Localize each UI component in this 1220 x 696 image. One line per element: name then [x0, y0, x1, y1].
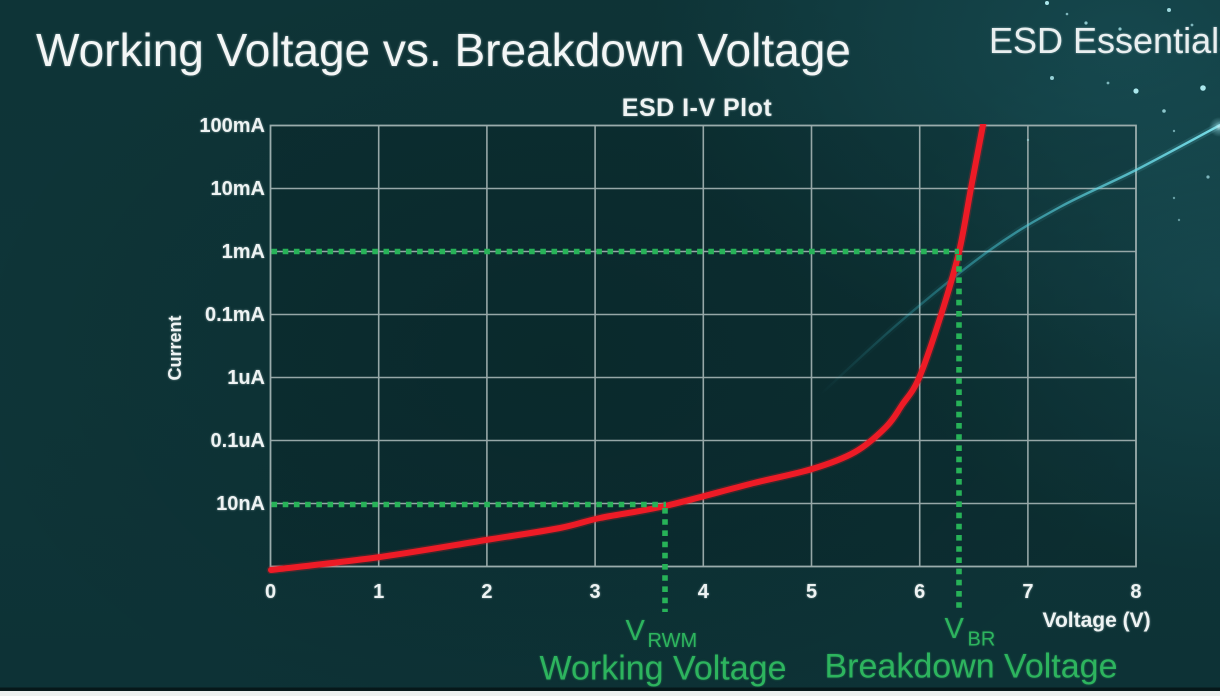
svg-text:100mA: 100mA: [199, 115, 265, 137]
svg-text:V: V: [945, 613, 965, 645]
svg-text:8: 8: [1130, 581, 1141, 603]
svg-text:6: 6: [914, 581, 925, 603]
svg-text:10nA: 10nA: [216, 493, 265, 515]
svg-text:0.1mA: 0.1mA: [205, 304, 265, 326]
svg-text:ESD Essentials: ESD Essentials: [989, 20, 1220, 61]
svg-text:ESD I-V Plot: ESD I-V Plot: [622, 94, 773, 122]
svg-text:1: 1: [373, 581, 384, 603]
svg-text:5: 5: [806, 581, 817, 603]
svg-text:4: 4: [698, 581, 710, 603]
svg-text:3: 3: [590, 581, 601, 603]
svg-text:10mA: 10mA: [211, 178, 265, 200]
svg-text:Voltage (V): Voltage (V): [1043, 609, 1151, 632]
svg-text:RWM: RWM: [648, 630, 698, 652]
svg-text:1uA: 1uA: [227, 367, 265, 389]
svg-text:Breakdown Voltage: Breakdown Voltage: [825, 648, 1118, 686]
svg-text:Working Voltage vs. Breakdown: Working Voltage vs. Breakdown Voltage: [36, 24, 851, 76]
svg-text:V: V: [626, 615, 646, 647]
svg-text:0.1uA: 0.1uA: [211, 430, 265, 452]
svg-text:BR: BR: [968, 629, 996, 651]
svg-text:0: 0: [265, 581, 276, 603]
svg-text:1mA: 1mA: [222, 241, 265, 263]
svg-text:7: 7: [1022, 581, 1033, 603]
svg-text:Current: Current: [165, 315, 185, 380]
svg-text:2: 2: [481, 581, 492, 603]
svg-text:Working Voltage: Working Voltage: [540, 650, 787, 688]
